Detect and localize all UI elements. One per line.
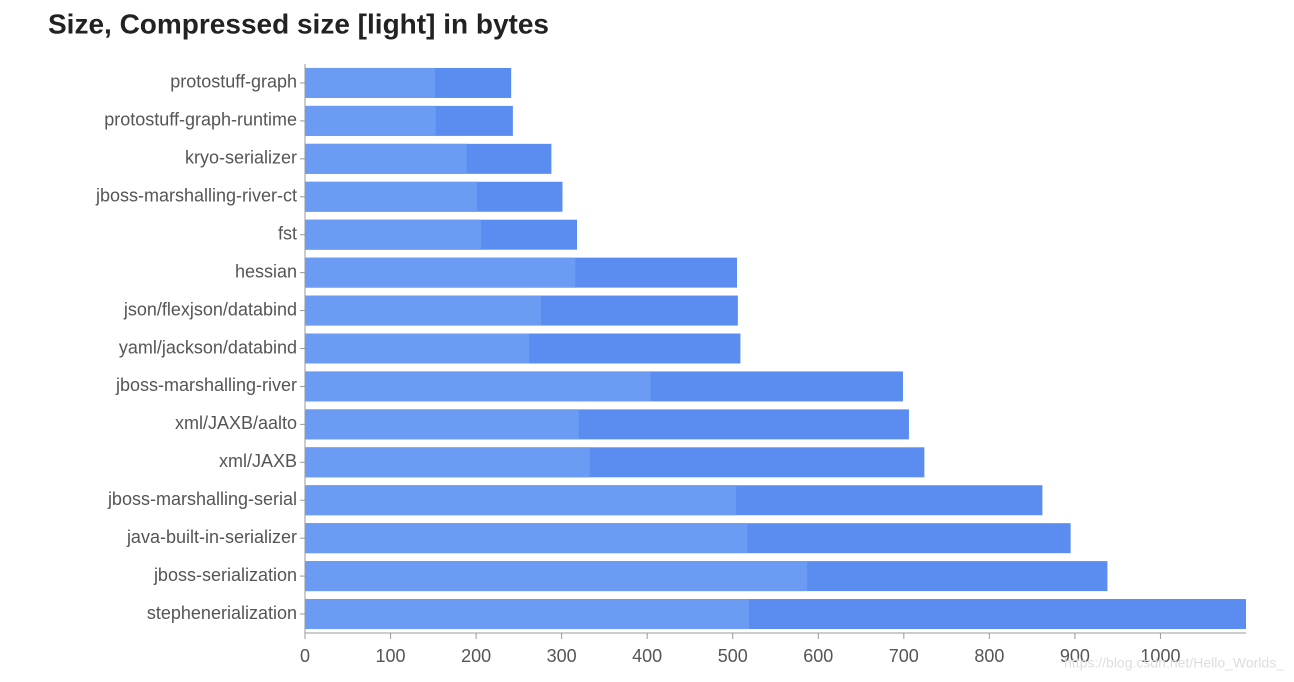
x-tick-label: 1000 (1140, 646, 1180, 666)
y-tick-label: yaml/jackson/databind (119, 337, 297, 357)
y-tick-label: jboss-marshalling-river (115, 375, 297, 395)
bar (305, 523, 748, 554)
y-tick-label: jboss-marshalling-serial (107, 489, 297, 509)
x-tick-label: 0 (300, 646, 310, 666)
bar (305, 295, 542, 326)
x-tick-label: 900 (1060, 646, 1090, 666)
bar (305, 371, 651, 402)
x-tick-label: 400 (632, 646, 662, 666)
bar (305, 333, 530, 364)
x-tick-label: 700 (889, 646, 919, 666)
bar (305, 143, 467, 174)
y-tick-label: jboss-serialization (153, 565, 297, 585)
y-tick-label: java-built-in-serializer (126, 527, 297, 547)
y-tick-label: hessian (235, 261, 297, 281)
bar (305, 599, 749, 630)
bar (305, 447, 590, 478)
bar (305, 105, 436, 136)
x-tick-label: 600 (803, 646, 833, 666)
x-tick-label: 500 (718, 646, 748, 666)
bar (305, 257, 576, 288)
watermark: https://blog.csdn.net/Hello_Worlds_ (1064, 655, 1284, 671)
y-tick-label: xml/JAXB (219, 451, 297, 471)
x-tick-label: 300 (547, 646, 577, 666)
bar (305, 485, 737, 516)
y-tick-label: fst (278, 223, 297, 243)
x-tick-label: 100 (376, 646, 406, 666)
bar (305, 67, 436, 98)
y-tick-label: stephenerialization (147, 603, 297, 623)
bar (305, 181, 477, 212)
bar (305, 409, 579, 440)
y-tick-label: json/flexjson/databind (123, 299, 297, 319)
y-tick-label: jboss-marshalling-river-ct (95, 186, 297, 206)
y-tick-label: protostuff-graph-runtime (104, 110, 297, 130)
y-tick-label: kryo-serializer (185, 148, 297, 168)
bar (305, 219, 482, 250)
bar (305, 561, 808, 592)
x-tick-label: 200 (461, 646, 491, 666)
x-tick-label: 800 (974, 646, 1004, 666)
chart-title: Size, Compressed size [light] in bytes (48, 8, 549, 39)
y-tick-label: xml/JAXB/aalto (175, 413, 297, 433)
y-tick-label: protostuff-graph (170, 72, 297, 92)
